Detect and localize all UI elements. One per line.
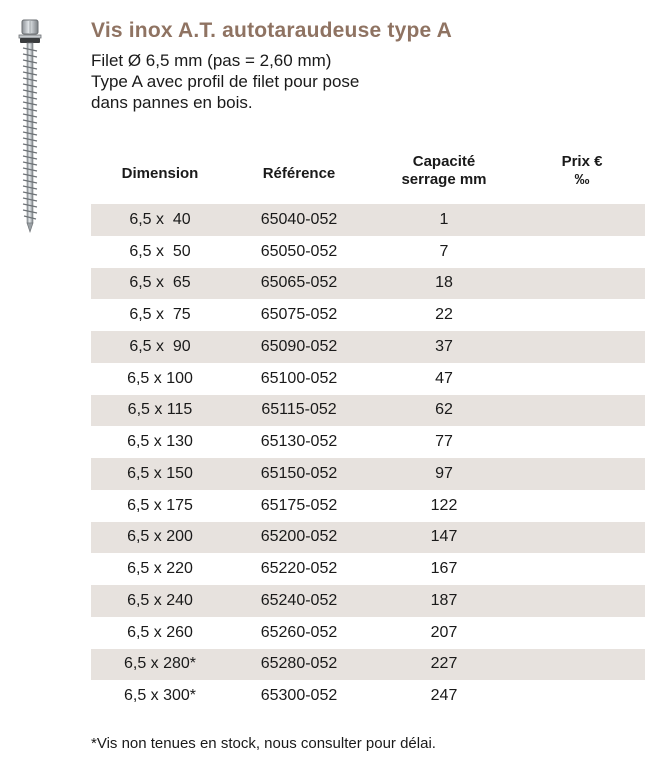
table-row: 6,5 x 240 65240-052 187 xyxy=(91,585,645,617)
cell-dimension: 6,5 x 65 xyxy=(129,274,191,292)
cell-dimension: 6,5 x 90 xyxy=(129,337,191,355)
cell-capacite: 37 xyxy=(435,337,453,355)
cell-reference: 65300-052 xyxy=(260,687,338,705)
cell-dimension: 6,5 x 50 xyxy=(129,242,191,260)
cell-dimension: 6,5 x 75 xyxy=(129,306,191,324)
cell-capacite: 7 xyxy=(439,242,449,260)
cell-reference: 65200-052 xyxy=(260,528,338,546)
cell-dimension: 6,5 x 240 xyxy=(127,591,193,609)
cell-reference: 65150-052 xyxy=(260,464,338,482)
cell-capacite: 147 xyxy=(430,528,458,546)
cell-reference: 65065-052 xyxy=(260,274,338,292)
table-row: 6,5 x 130 65130-052 77 xyxy=(91,426,645,458)
table-row: 6,5 x 200 65200-052 147 xyxy=(91,521,645,554)
header-capacite: Capacité serrage mm xyxy=(369,153,519,189)
table-row: 6,5 x 280* 65280-052 227 xyxy=(91,648,645,681)
cell-capacite: 167 xyxy=(430,560,458,578)
header-prix: Prix € ‰ xyxy=(519,153,645,189)
table-row: 6,5 x 100 65100-052 47 xyxy=(91,362,645,395)
cell-capacite: 97 xyxy=(435,464,453,482)
screw-icon xyxy=(18,19,42,233)
cell-capacite: 227 xyxy=(430,655,458,673)
header-dimension: Dimension xyxy=(121,165,199,182)
product-title: Vis inox A.T. autotaraudeuse type A xyxy=(91,19,452,42)
cell-dimension: 6,5 x 260 xyxy=(127,623,193,641)
cell-dimension: 6,5 x 130 xyxy=(127,433,193,451)
cell-dimension: 6,5 x 40 xyxy=(129,210,191,228)
cell-reference: 65175-052 xyxy=(260,496,338,514)
description-line: Filet Ø 6,5 mm (pas = 2,60 mm) xyxy=(91,51,332,70)
cell-reference: 65280-052 xyxy=(260,655,338,673)
header-capacite-line1: Capacité xyxy=(412,153,476,170)
table-row: 6,5 x 175 65175-052 122 xyxy=(91,489,645,522)
header-prix-line2: ‰ xyxy=(574,171,590,188)
cell-capacite: 187 xyxy=(430,591,458,609)
cell-capacite: 1 xyxy=(439,210,449,228)
product-description: Filet Ø 6,5 mm (pas = 2,60 mm) Type A av… xyxy=(91,50,511,113)
cell-reference: 65130-052 xyxy=(260,433,338,451)
description-line: dans pannes en bois. xyxy=(91,93,253,112)
table-row: 6,5 x 115 65115-052 62 xyxy=(91,394,645,427)
description-line: Type A avec profil de filet pour pose xyxy=(91,72,360,91)
cell-capacite: 62 xyxy=(435,401,453,419)
cell-reference: 65075-052 xyxy=(260,306,338,324)
header-reference: Référence xyxy=(262,165,336,182)
header-prix-line1: Prix € xyxy=(561,153,603,170)
cell-capacite: 207 xyxy=(430,623,458,641)
cell-dimension: 6,5 x 100 xyxy=(127,369,193,387)
cell-dimension: 6,5 x 200 xyxy=(127,528,193,546)
cell-reference: 65050-052 xyxy=(260,242,338,260)
cell-reference: 65100-052 xyxy=(260,369,338,387)
cell-reference: 65260-052 xyxy=(260,623,338,641)
cell-capacite: 22 xyxy=(435,306,453,324)
cell-reference: 65090-052 xyxy=(260,337,338,355)
cell-dimension: 6,5 x 150 xyxy=(127,464,193,482)
table-row: 6,5 x 65 65065-052 18 xyxy=(91,267,645,300)
cell-reference: 65115-052 xyxy=(261,401,337,419)
table-row: 6,5 x 50 65050-052 7 xyxy=(91,235,645,268)
cell-capacite: 47 xyxy=(435,369,453,387)
table-body: 6,5 x 40 65040-052 1 6,5 x 50 65050-052 7 6,5 … xyxy=(91,204,645,712)
cell-capacite: 122 xyxy=(430,496,458,514)
table-header: Dimension Référence Capacité serrage mm … xyxy=(91,146,645,200)
table-row: 6,5 x 220 65220-052 167 xyxy=(91,553,645,585)
table-row: 6,5 x 90 65090-052 37 xyxy=(91,331,645,363)
table-row: 6,5 x 150 65150-052 97 xyxy=(91,458,645,490)
cell-capacite: 77 xyxy=(435,433,453,451)
cell-dimension: 6,5 x 220 xyxy=(127,560,193,578)
cell-dimension: 6,5 x 280* xyxy=(123,655,197,673)
table-row: 6,5 x 75 65075-052 22 xyxy=(91,299,645,331)
cell-capacite: 247 xyxy=(430,687,458,705)
cell-dimension: 6,5 x 175 xyxy=(127,496,193,514)
cell-reference: 65040-052 xyxy=(260,210,338,228)
footnote: *Vis non tenues en stock, nous consulter… xyxy=(91,735,436,752)
cell-dimension: 6,5 x 115 xyxy=(127,401,193,419)
table-row: 6,5 x 260 65260-052 207 xyxy=(91,616,645,649)
table-row: 6,5 x 40 65040-052 1 xyxy=(91,204,645,236)
cell-dimension: 6,5 x 300* xyxy=(123,687,197,705)
cell-reference: 65220-052 xyxy=(260,560,338,578)
header-capacite-line2: serrage mm xyxy=(401,171,487,188)
cell-capacite: 18 xyxy=(435,274,453,292)
table-row: 6,5 x 300* 65300-052 247 xyxy=(91,680,645,712)
cell-reference: 65240-052 xyxy=(260,591,338,609)
